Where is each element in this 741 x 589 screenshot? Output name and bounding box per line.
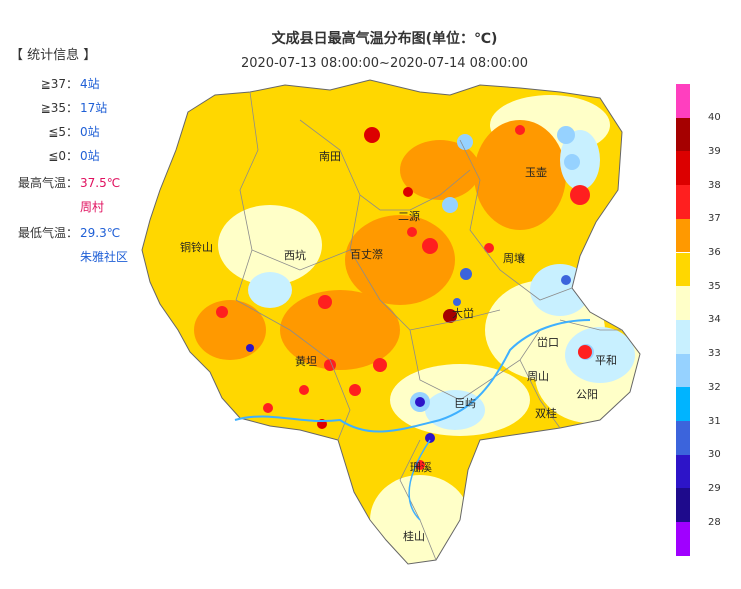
place-label: 峃口 bbox=[537, 336, 559, 349]
stat-row: ≧35： 17站 bbox=[40, 101, 108, 115]
legend-swatch bbox=[676, 353, 690, 388]
place-label: 西坑 bbox=[284, 249, 306, 262]
legend-swatch bbox=[676, 522, 690, 556]
place-label: 周壤 bbox=[503, 252, 525, 265]
place-label: 玉壶 bbox=[525, 166, 547, 179]
legend-tick: 34 bbox=[708, 314, 721, 325]
legend-tick: 38 bbox=[708, 180, 721, 191]
township-boundaries bbox=[141, 79, 641, 565]
stat-row: ≦5： 0站 bbox=[48, 125, 100, 139]
legend-swatch bbox=[676, 387, 690, 421]
legend-tick: 33 bbox=[708, 348, 721, 359]
stat-row: 周村 bbox=[80, 200, 105, 214]
stat-row: ≧37： 4站 bbox=[40, 77, 100, 91]
place-label: 双桂 bbox=[535, 407, 557, 420]
legend-tick: 35 bbox=[708, 281, 721, 292]
stat-row: 最低气温： 29.3℃ bbox=[17, 226, 121, 240]
place-label: 大峃 bbox=[452, 307, 474, 320]
legend-tick: 39 bbox=[708, 146, 721, 157]
legend-tick: 29 bbox=[708, 483, 721, 494]
legend-tick: 32 bbox=[708, 382, 721, 393]
legend-swatch bbox=[676, 421, 690, 455]
place-label: 二源 bbox=[398, 210, 420, 223]
river bbox=[234, 319, 591, 433]
legend-swatch bbox=[676, 319, 690, 354]
time-range: 2020-07-13 08:00:00~2020-07-14 08:00:00 bbox=[240, 56, 529, 71]
legend-swatch bbox=[676, 252, 690, 287]
legend-swatch bbox=[676, 84, 690, 118]
legend-swatch bbox=[676, 488, 690, 523]
legend-swatch bbox=[676, 151, 690, 186]
place-label: 铜铃山 bbox=[180, 241, 213, 254]
legend-tick: 36 bbox=[708, 247, 721, 258]
legend-swatch bbox=[676, 117, 690, 152]
place-label: 巨屿 bbox=[454, 397, 476, 410]
legend-tick: 40 bbox=[708, 112, 721, 123]
temperature-field bbox=[142, 80, 640, 564]
stat-row: ≦0： 0站 bbox=[48, 149, 100, 163]
legend-tick: 37 bbox=[708, 213, 721, 224]
stats-panel: 【 统计信息 】 ≧37： 4站 ≧35： 17站 ≦5： 0站 ≦0： 0站 最高气温… bbox=[6, 44, 128, 264]
stat-row: 最高气温： 37.5℃ bbox=[17, 176, 121, 190]
legend-tick: 31 bbox=[708, 416, 721, 427]
legend-swatch bbox=[676, 286, 690, 320]
stats-heading: 【 统计信息 】 bbox=[10, 48, 97, 63]
map-title: 文成县日最高气温分布图(单位：℃) bbox=[271, 31, 498, 47]
place-label: 南田 bbox=[319, 150, 341, 163]
legend-swatch bbox=[676, 454, 690, 489]
place-label: 平和 bbox=[595, 354, 617, 367]
color-legend: 40 39 38 37 36 35 34 33 32 31 30 29 28 bbox=[676, 84, 736, 556]
place-label: 公阳 bbox=[576, 388, 598, 401]
legend-swatch bbox=[676, 185, 690, 219]
place-label: 百丈漈 bbox=[350, 248, 383, 261]
stat-row: 朱雅社区 bbox=[80, 250, 129, 264]
place-label: 黄坦 bbox=[295, 355, 317, 368]
legend-tick: 30 bbox=[708, 449, 721, 460]
place-label: 周山 bbox=[527, 370, 549, 383]
legend-tick: 28 bbox=[708, 517, 721, 528]
river bbox=[408, 439, 431, 521]
legend-swatch bbox=[676, 218, 690, 253]
place-label: 珊溪 bbox=[410, 461, 432, 474]
place-label: 桂山 bbox=[403, 530, 425, 543]
